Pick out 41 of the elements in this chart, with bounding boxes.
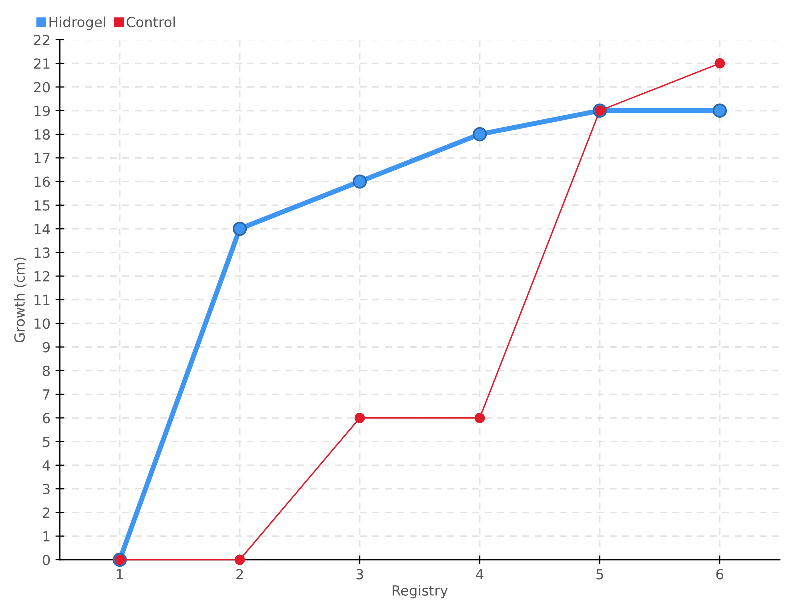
x-tick-label: 6	[716, 569, 724, 580]
y-tick-label: 19	[34, 106, 50, 116]
y-tick-label: 6	[43, 413, 50, 424]
legend-label: Control	[126, 16, 176, 28]
y-tick-label: 2	[43, 508, 50, 518]
y-axis-title: Growth (cm)	[14, 258, 27, 343]
y-tick-label: 11	[34, 295, 50, 306]
point	[352, 174, 368, 189]
y-tick-label: 5	[43, 436, 50, 448]
x-tick-label: 5	[596, 569, 604, 580]
point	[234, 554, 246, 566]
y-tick-label: 12	[34, 271, 50, 282]
legend-label: Hidrogel	[50, 16, 106, 30]
y-tick-label: 20	[34, 82, 50, 93]
y-tick-label: 9	[43, 342, 50, 353]
y-tick-label: 15	[34, 200, 50, 211]
x-tick-label: 1	[117, 569, 124, 580]
y-tick-label: 16	[34, 176, 50, 188]
y-tick-label: 0	[43, 554, 50, 566]
y-tick-label: 4	[42, 460, 50, 471]
point	[472, 127, 488, 142]
point	[354, 412, 366, 424]
y-tick-label: 18	[34, 129, 50, 140]
point	[232, 222, 248, 236]
y-tick-label: 17	[34, 153, 50, 164]
y-tick-label: 8	[43, 366, 50, 376]
point	[712, 104, 728, 118]
x-tick-label: 3	[356, 569, 364, 580]
y-tick-label: 1	[44, 531, 50, 542]
y-tick-label: 7	[43, 390, 50, 400]
x-tick-label: 4	[476, 569, 484, 580]
x-axis-title: Registry	[392, 585, 448, 599]
point	[714, 58, 726, 69]
y-tick-label: 22	[34, 34, 50, 46]
y-tick-label: 13	[34, 248, 50, 258]
y-tick-label: 10	[34, 318, 50, 330]
y-tick-label: 3	[43, 484, 50, 495]
x-tick-label: 2	[236, 569, 244, 580]
point	[474, 412, 486, 424]
y-tick-label: 14	[34, 224, 50, 234]
y-tick-label: 21	[34, 58, 50, 69]
